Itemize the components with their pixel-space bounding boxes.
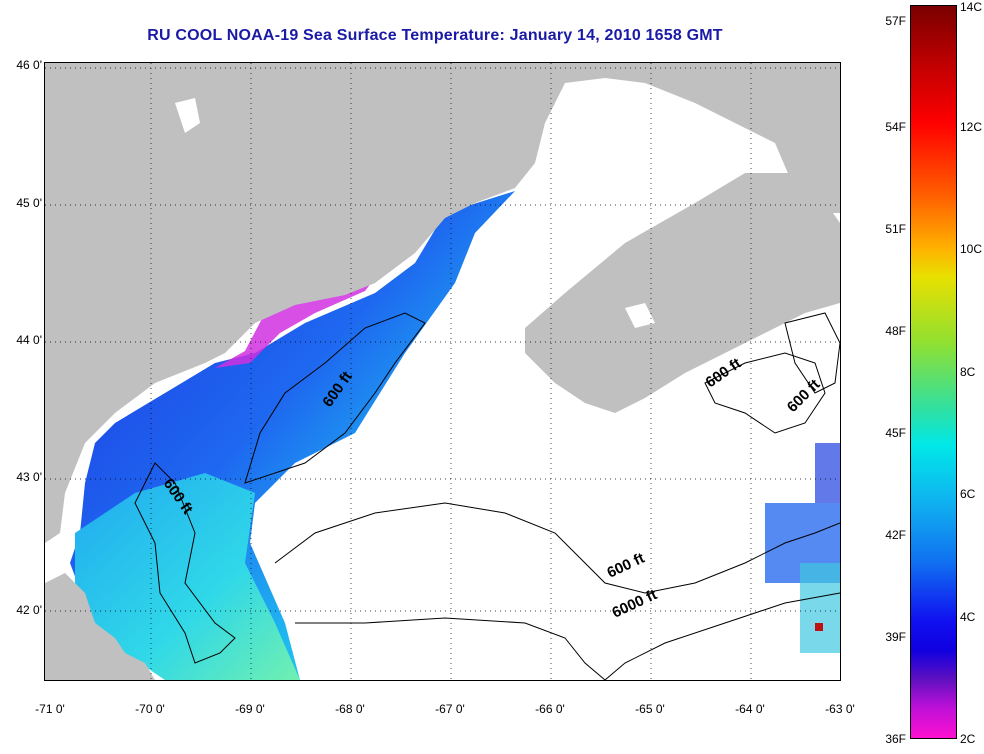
colorbar-c-label: 4C bbox=[960, 610, 976, 624]
lon-tick: -68 0' bbox=[335, 702, 365, 716]
colorbar-c-label: 10C bbox=[960, 242, 983, 256]
colorbar-f-label: 42F bbox=[885, 528, 906, 542]
colorbar-f-label: 45F bbox=[885, 426, 906, 440]
map-canvas: 600 ft 600 ft 600 ft 6000 ft 600 ft 600 … bbox=[45, 63, 840, 680]
lake-1 bbox=[175, 98, 200, 133]
sst-south-shelf bbox=[75, 473, 300, 680]
chart-title: RU COOL NOAA-19 Sea Surface Temperature:… bbox=[147, 27, 723, 44]
lake-2 bbox=[625, 303, 655, 328]
sst-east-patch-2 bbox=[800, 563, 840, 653]
colorbar-c-label: 6C bbox=[960, 487, 976, 501]
lon-tick: -71 0' bbox=[35, 702, 65, 716]
sst-map: 600 ft 600 ft 600 ft 6000 ft 600 ft 600 … bbox=[44, 62, 841, 681]
land-cape-cod bbox=[45, 573, 155, 680]
lon-tick: -70 0' bbox=[135, 702, 165, 716]
colorbar-f-label: 54F bbox=[885, 120, 906, 134]
colorbar-c-label: 12C bbox=[960, 120, 983, 134]
lon-tick: -64 0' bbox=[735, 702, 765, 716]
colorbar-c-label: 8C bbox=[960, 365, 976, 379]
sst-east-warm bbox=[815, 623, 823, 631]
colorbar-f-label: 57F bbox=[885, 14, 906, 28]
colorbar-f-label: 36F bbox=[885, 732, 906, 746]
contour-600-basin bbox=[244, 312, 426, 484]
contour-label-600-georges: 600 ft bbox=[605, 550, 648, 582]
contour-600-ne bbox=[784, 312, 840, 394]
lon-tick: -66 0' bbox=[535, 702, 565, 716]
colorbar bbox=[910, 5, 957, 739]
colorbar-c-label: 2C bbox=[960, 732, 976, 746]
lat-tick: 43 0' bbox=[16, 470, 42, 484]
bathymetry-contours bbox=[134, 312, 840, 680]
contour-6000 bbox=[295, 617, 606, 680]
contour-label-6000: 6000 ft bbox=[610, 586, 660, 621]
colorbar-f-label: 39F bbox=[885, 630, 906, 644]
lat-tick: 44 0' bbox=[16, 333, 42, 347]
sst-warm-coast bbox=[215, 278, 375, 368]
land-new-england-north bbox=[45, 63, 840, 543]
lon-tick: -69 0' bbox=[235, 702, 265, 716]
lon-tick: -63 0' bbox=[825, 702, 855, 716]
lon-tick: -67 0' bbox=[435, 702, 465, 716]
contour-label-600-ne: 600 ft bbox=[784, 376, 824, 416]
contour-6000-b bbox=[604, 592, 840, 680]
lat-tick: 42 0' bbox=[16, 603, 42, 617]
lat-tick: 46 0' bbox=[16, 58, 42, 72]
contour-600-east bbox=[704, 352, 826, 434]
lat-tick: 45 0' bbox=[16, 196, 42, 210]
contour-600-georges bbox=[274, 502, 840, 594]
colorbar-f-label: 51F bbox=[885, 222, 906, 236]
lon-tick: -65 0' bbox=[635, 702, 665, 716]
contour-600-gulf bbox=[134, 462, 236, 664]
colorbar-c-label: 14C bbox=[960, 0, 983, 14]
sst-east-patch-3 bbox=[815, 443, 840, 503]
land-nova-scotia bbox=[525, 173, 840, 413]
colorbar-f-label: 48F bbox=[885, 324, 906, 338]
